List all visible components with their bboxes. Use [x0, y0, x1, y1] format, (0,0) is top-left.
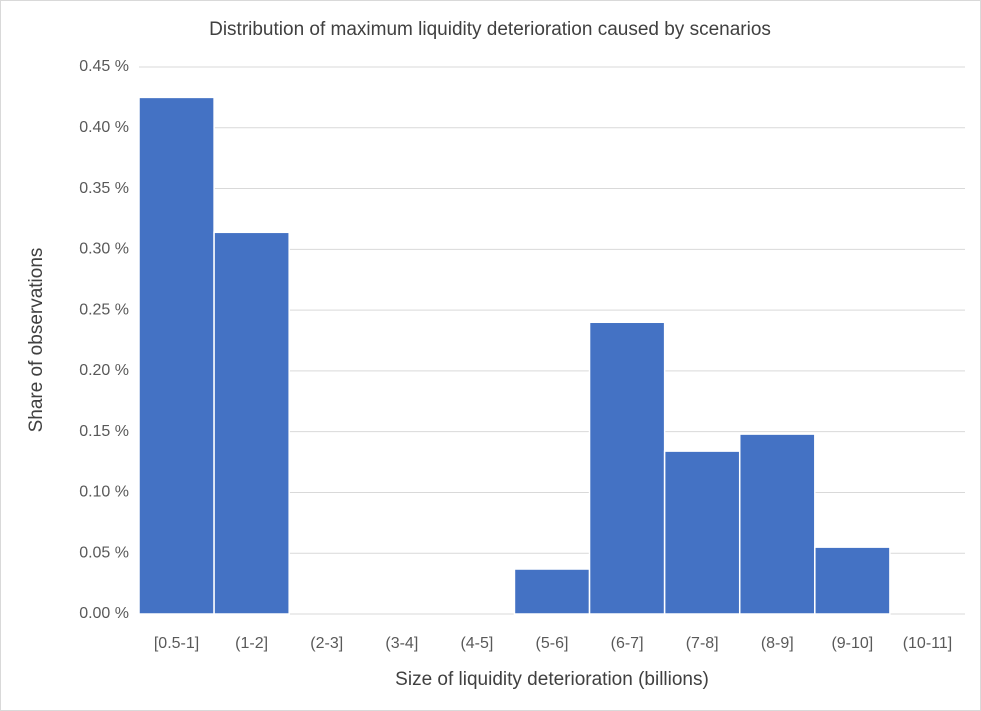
- bar: [663, 450, 741, 615]
- x-tick-label: (2-3]: [310, 635, 343, 652]
- bar: [513, 568, 591, 615]
- x-tick-label: (1-2]: [235, 635, 268, 652]
- y-tick-label: 0.25 %: [79, 301, 129, 318]
- x-tick-label: (4-5]: [460, 635, 493, 652]
- x-tick-label: [0.5-1]: [154, 635, 199, 652]
- y-tick-label: 0.15 %: [79, 423, 129, 440]
- y-tick-label: 0.10 %: [79, 484, 129, 501]
- chart-title: Distribution of maximum liquidity deteri…: [209, 19, 771, 40]
- y-tick-label: 0.30 %: [79, 241, 129, 258]
- y-tick-label: 0.00 %: [79, 605, 129, 622]
- x-tick-label: (8-9]: [761, 635, 794, 652]
- y-tick-label: 0.40 %: [79, 119, 129, 136]
- bar: [213, 231, 290, 615]
- y-tick-label: 0.05 %: [79, 544, 129, 561]
- x-tick-label: (6-7]: [611, 635, 644, 652]
- bar: [588, 321, 666, 615]
- y-tick-label: 0.35 %: [79, 180, 129, 197]
- y-tick-label: 0.45 %: [79, 58, 129, 75]
- bar: [138, 96, 215, 615]
- bar: [814, 546, 891, 615]
- x-axis-title: Size of liquidity deterioration (billion…: [395, 669, 709, 690]
- bar: [738, 433, 816, 615]
- x-tick-label: (7-8]: [686, 635, 719, 652]
- y-tick-label: 0.20 %: [79, 362, 129, 379]
- x-tick-label: (3-4]: [385, 635, 418, 652]
- y-axis-title: Share of observations: [26, 248, 47, 433]
- x-tick-label: (5-6]: [536, 635, 569, 652]
- x-tick-label: (9-10]: [831, 635, 873, 652]
- x-tick-label: (10-11]: [903, 635, 953, 652]
